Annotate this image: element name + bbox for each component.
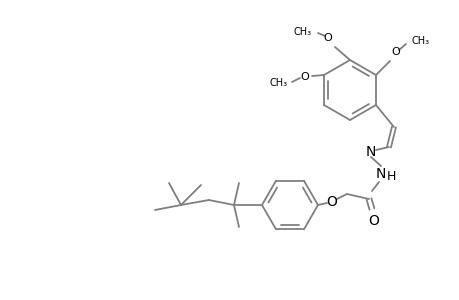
Text: O: O — [300, 72, 309, 82]
Text: CH₃: CH₃ — [293, 27, 311, 37]
Text: O: O — [323, 33, 332, 43]
Text: O: O — [326, 195, 337, 209]
Text: CH₃: CH₃ — [411, 36, 429, 46]
Text: O: O — [368, 214, 379, 228]
Text: CH₃: CH₃ — [269, 78, 287, 88]
Text: N: N — [375, 167, 385, 181]
Text: O: O — [391, 47, 399, 57]
Text: H: H — [386, 169, 395, 182]
Text: N: N — [365, 145, 375, 159]
